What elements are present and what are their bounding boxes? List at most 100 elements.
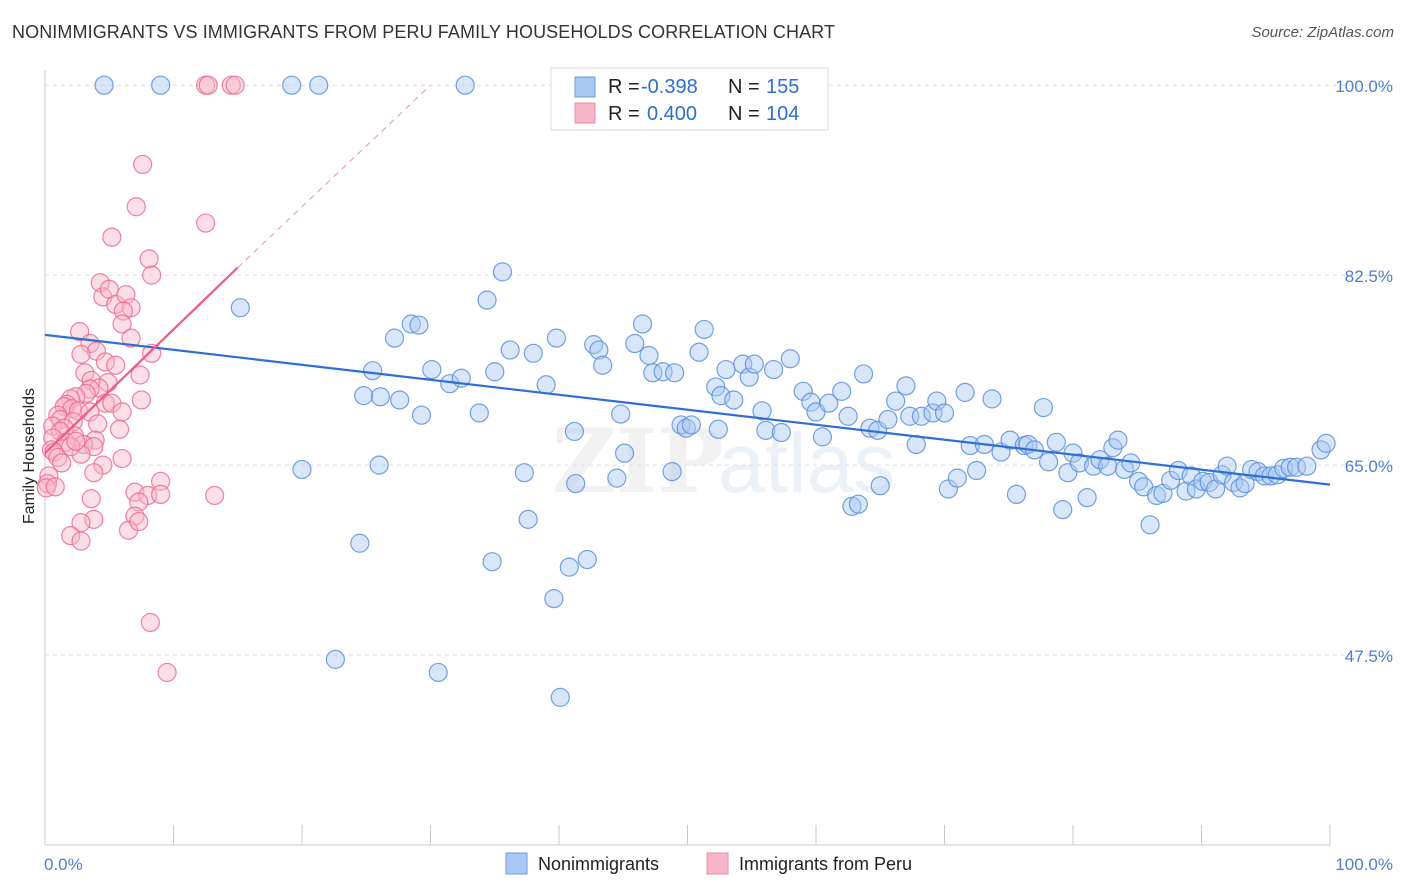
data-point [1128, 471, 1149, 491]
y-tick-label: 100.0% [1335, 77, 1393, 96]
data-point [927, 391, 947, 411]
data-point [198, 75, 218, 95]
data-point [45, 477, 65, 497]
data-point [632, 314, 653, 334]
data-point [129, 492, 149, 512]
data-point [911, 406, 931, 426]
watermark-atlas: atlas [718, 416, 895, 510]
stats-r-value-blue: -0.398 [641, 76, 698, 98]
stats-n-value-blue: 155 [766, 76, 799, 98]
data-point [838, 406, 858, 426]
data-point [363, 361, 383, 381]
data-point [126, 197, 146, 217]
data-point [982, 389, 1002, 409]
data-point [711, 386, 731, 406]
data-point [428, 662, 448, 683]
data-point [482, 552, 502, 572]
data-point [41, 440, 62, 460]
data-point [896, 376, 916, 396]
data-point [469, 403, 489, 423]
data-point [694, 319, 714, 340]
data-point [133, 154, 153, 175]
data-point [639, 345, 659, 366]
data-point [614, 443, 635, 463]
data-point [607, 468, 627, 488]
data-point [109, 419, 130, 439]
data-point [1280, 457, 1300, 477]
data-point [771, 422, 791, 443]
data-point [1286, 457, 1307, 477]
legend-label-immigrants-from-peru: Immigrants from Peru [739, 854, 912, 874]
stats-legend: R = -0.398 N = 155 R = 0.400 N = 104 [550, 67, 829, 131]
data-point [559, 557, 579, 577]
data-point [900, 406, 920, 426]
data-point [140, 612, 160, 633]
data-point [369, 455, 389, 475]
data-point [130, 365, 150, 385]
data-point [485, 362, 505, 382]
data-point [923, 403, 943, 423]
data-point [671, 415, 691, 435]
data-point [853, 364, 874, 384]
data-point [536, 375, 556, 395]
data-point [947, 468, 967, 488]
trend-line-immigrants-from-peru [44, 266, 239, 454]
data-point [689, 342, 709, 362]
y-tick-labels: 100.0% 82.5% 65.0% 47.5% [1335, 77, 1393, 666]
y-tick-label: 82.5% [1345, 267, 1393, 286]
data-point [514, 463, 534, 483]
data-point [129, 511, 149, 532]
data-point [131, 390, 151, 410]
data-point [71, 531, 91, 551]
data-point [662, 462, 682, 482]
data-point [71, 344, 91, 364]
data-point [593, 355, 613, 375]
data-point [151, 75, 171, 95]
data-point [81, 489, 101, 509]
data-point [106, 355, 126, 375]
y-axis-title: Family Households [21, 388, 38, 524]
legend-swatch-immigrants-from-peru [706, 852, 729, 875]
stats-swatch-blue [574, 76, 596, 98]
data-point [708, 419, 728, 439]
trend-line-immigrants-extension [237, 84, 431, 268]
data-point [477, 290, 497, 310]
data-point [724, 390, 744, 410]
series-nonimmigrants [94, 75, 1336, 707]
data-point [934, 403, 955, 423]
data-point [1000, 430, 1020, 450]
data-point [681, 415, 701, 435]
data-point [52, 453, 72, 473]
data-point [1311, 440, 1331, 460]
data-point [350, 533, 370, 553]
data-point [139, 249, 159, 269]
data-point [1006, 484, 1027, 505]
data-point [886, 391, 906, 411]
data-point [151, 471, 171, 491]
data-point [455, 75, 475, 95]
data-point [106, 294, 126, 315]
data-point [546, 328, 567, 348]
data-point [1297, 456, 1317, 476]
data-point [309, 75, 329, 95]
data-point [848, 494, 869, 514]
data-point [793, 381, 813, 401]
legend-swatch-nonimmigrants [505, 852, 528, 875]
x-ticks [44, 825, 1331, 845]
data-point [744, 354, 764, 374]
data-point [80, 402, 100, 422]
data-point [205, 485, 225, 506]
data-point [564, 421, 585, 442]
data-point [518, 509, 538, 529]
data-point [544, 589, 564, 609]
data-point [84, 463, 104, 483]
data-point [88, 414, 108, 434]
data-point [523, 343, 543, 363]
data-point [860, 418, 880, 438]
data-point [422, 359, 442, 380]
data-point [225, 75, 245, 95]
data-point [370, 387, 390, 407]
data-point [61, 437, 81, 457]
data-point [1108, 430, 1128, 450]
data-point [1217, 456, 1237, 476]
